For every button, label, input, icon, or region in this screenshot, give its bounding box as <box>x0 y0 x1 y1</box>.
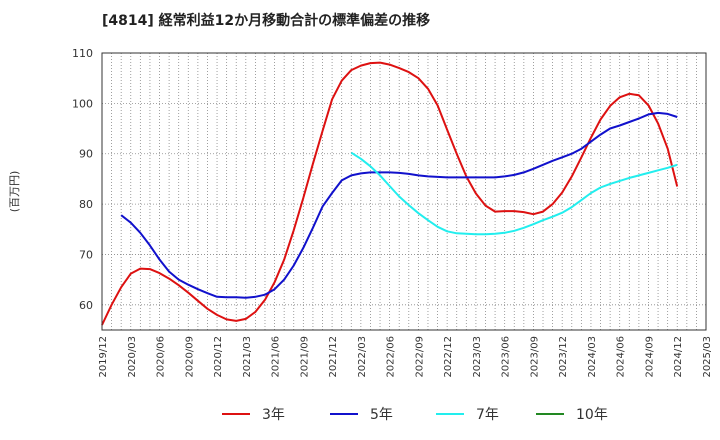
x-tick-label: 2021/09 <box>299 336 310 378</box>
x-tick-label: 2024/12 <box>673 336 684 378</box>
y-tick-label: 80 <box>79 198 93 211</box>
x-tick-label: 2020/12 <box>213 336 224 378</box>
x-tick-label: 2020/03 <box>127 336 138 378</box>
x-tick-label: 2020/06 <box>156 336 167 378</box>
series-line <box>350 151 678 236</box>
chart-title: [4814] 経常利益12か月移動合計の標準偏差の推移 <box>102 13 431 29</box>
y-tick-label: 90 <box>79 148 93 161</box>
legend: 3年 5年 7年 10年 <box>222 407 608 423</box>
y-tick-label: 70 <box>79 248 93 261</box>
series-line <box>120 111 678 299</box>
legend-label: 5年 <box>370 407 393 423</box>
x-tick-label: 2021/06 <box>271 336 282 378</box>
series-line <box>101 61 679 326</box>
x-tick-label: 2019/12 <box>98 336 109 378</box>
x-tick-label: 2020/09 <box>184 336 195 378</box>
y-tick-label: 60 <box>79 299 93 312</box>
x-tick-label: 2022/12 <box>443 336 454 378</box>
x-tick-label: 2022/03 <box>357 336 368 378</box>
x-tick-label: 2023/03 <box>472 336 483 378</box>
grid-lines <box>102 53 706 330</box>
legend-label: 3年 <box>262 407 285 423</box>
x-tick-label: 2021/12 <box>328 336 339 378</box>
plot-frame <box>101 52 707 331</box>
x-tick-label: 2023/09 <box>529 336 540 378</box>
y-tick-label: 110 <box>72 47 93 60</box>
x-tick-label: 2021/03 <box>242 336 253 378</box>
x-tick-label: 2023/06 <box>501 336 512 378</box>
series-lines <box>101 61 679 326</box>
y-axis: 60 70 80 90 100 110 <box>72 47 93 312</box>
legend-label: 7年 <box>476 407 499 423</box>
x-tick-label: 2022/09 <box>414 336 425 378</box>
x-tick-label: 2023/12 <box>558 336 569 378</box>
y-axis-label: (百万円) <box>8 171 21 213</box>
x-tick-label: 2024/03 <box>587 336 598 378</box>
y-tick-label: 100 <box>72 97 93 110</box>
x-axis: 2019/12 2020/03 2020/06 2020/09 2020/12 2021/… <box>98 336 713 378</box>
x-tick-label: 2022/06 <box>386 336 397 378</box>
legend-label: 10年 <box>576 407 608 423</box>
x-tick-label: 2024/06 <box>616 336 627 378</box>
x-tick-label: 2024/09 <box>644 336 655 378</box>
x-tick-label: 2025/03 <box>702 336 713 378</box>
